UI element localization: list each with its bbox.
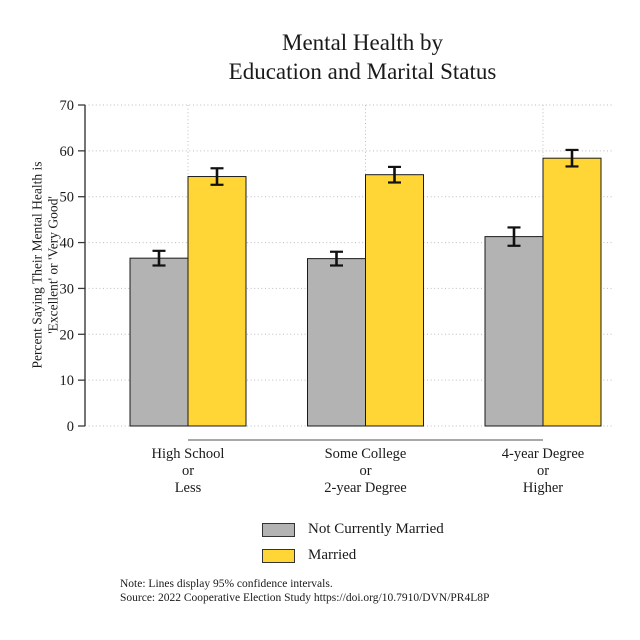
source-line: Source: 2022 Cooperative Election Study …: [120, 591, 490, 604]
x-category-label-line: 4-year Degree: [502, 446, 585, 462]
y-tick-label: 60: [60, 144, 75, 160]
chart-title-line2: Education and Marital Status: [228, 59, 497, 85]
x-category-label-line: or: [359, 463, 371, 479]
legend-swatch: [262, 522, 295, 537]
bar: [365, 174, 424, 427]
x-category-label-line: Higher: [523, 480, 563, 496]
chart-title-line1: Mental Health by: [282, 30, 443, 55]
legend-item: Not Currently Married: [262, 521, 444, 538]
y-tick-label: 50: [60, 190, 75, 206]
y-tick-label: 30: [60, 281, 75, 297]
y-tick-label: 70: [60, 98, 75, 114]
x-category-label: High School or Less: [152, 446, 225, 496]
bar: [484, 236, 544, 427]
y-tick-label: 20: [60, 327, 75, 343]
x-category-label-line: Less: [175, 480, 202, 496]
x-category-label-line: or: [182, 463, 194, 479]
bar: [187, 176, 247, 427]
bar: [542, 157, 602, 427]
bar: [307, 258, 366, 427]
legend-swatch: [262, 548, 295, 563]
legend: Not Currently Married Married: [262, 521, 444, 573]
legend-item: Married: [262, 547, 444, 564]
legend-label: Not Currently Married: [308, 521, 444, 537]
x-category-label-line: 2-year Degree: [324, 480, 407, 496]
legend-label: Married: [308, 547, 357, 563]
note-line: Note: Lines display 95% confidence inter…: [120, 578, 333, 590]
x-category-label-line: High School: [152, 446, 225, 462]
x-category-label-line: Some College: [325, 446, 407, 462]
footnotes: Note: Lines display 95% confidence inter…: [120, 578, 489, 605]
y-tick-label: 10: [60, 373, 75, 389]
y-tick-label: 40: [60, 236, 75, 252]
chart-title: Mental Health by Education and Marital S…: [85, 28, 640, 87]
x-category-label: Some College or 2-year Degree: [324, 446, 407, 496]
x-category-label: 4-year Degree or Higher: [502, 446, 585, 496]
x-category-label-line: or: [537, 463, 549, 479]
y-tick-label: 0: [67, 419, 74, 435]
bar: [129, 257, 189, 427]
